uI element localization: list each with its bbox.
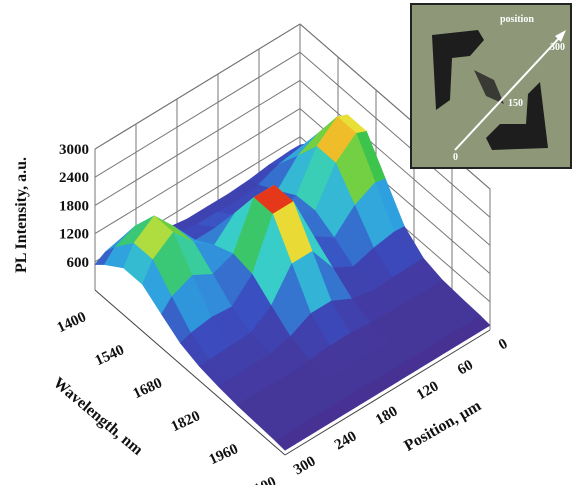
inset-tick: 0 [453, 152, 458, 163]
z-tick-label: 1200 [59, 227, 89, 243]
y-tick-label: 60 [455, 357, 476, 378]
z-tick-label: 600 [67, 255, 90, 271]
x-tick-label: 1400 [55, 309, 89, 336]
x-tick-label: 2100 [245, 474, 279, 485]
inset-tick: 150 [508, 98, 523, 109]
z-axis-title: PL Intensity, a.u. [13, 157, 30, 273]
y-axis-title: Position, µm [401, 397, 484, 455]
z-tick-label: 1800 [59, 198, 89, 214]
z-tick-label: 2400 [59, 170, 89, 186]
x-tick-label: 1540 [93, 342, 127, 369]
x-tick-label: 1960 [207, 441, 241, 468]
x-tick-label: 1680 [131, 375, 165, 402]
y-tick-label: 0 [496, 336, 510, 354]
y-tick-label: 240 [332, 428, 359, 453]
y-tick-label: 120 [414, 378, 441, 403]
y-tick-label: 300 [291, 453, 318, 478]
inset-label: position [500, 14, 534, 25]
grid-line [95, 24, 300, 149]
x-tick-label: 1820 [169, 408, 203, 435]
chart: 6001200180024003000140015401680182019602… [0, 0, 574, 485]
inset: position 0 150 300 [411, 4, 571, 168]
inset-tick: 300 [550, 42, 565, 53]
y-tick-label: 180 [373, 403, 400, 428]
grid-line [95, 52, 300, 177]
z-tick-label: 3000 [59, 142, 89, 158]
